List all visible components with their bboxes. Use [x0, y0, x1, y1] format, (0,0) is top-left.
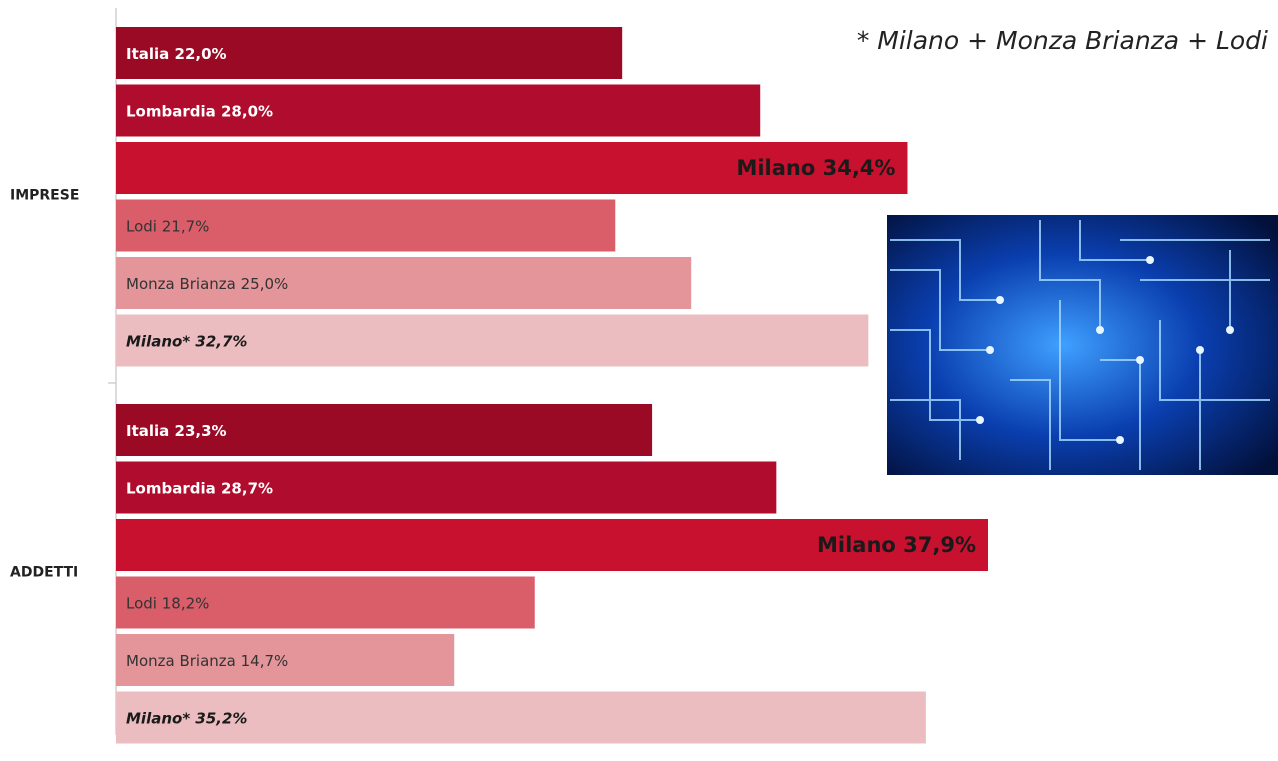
- bar-label: Lodi 18,2%: [126, 594, 209, 612]
- bar-label: Milano* 35,2%: [126, 709, 247, 727]
- value-label: 34,4%: [823, 156, 896, 180]
- value-label: 21,7%: [162, 217, 210, 235]
- bar: [116, 404, 653, 456]
- series-name: Lombardia: [126, 102, 216, 120]
- series-name: Milano*: [126, 709, 190, 727]
- bar: [116, 634, 455, 686]
- category-label: IMPRESE: [10, 188, 79, 204]
- bar: [116, 576, 535, 629]
- bar: [116, 691, 926, 744]
- bar: [116, 257, 692, 309]
- bar: [116, 84, 761, 137]
- bar: [116, 199, 616, 252]
- bar: [116, 27, 623, 79]
- bar: [116, 461, 777, 514]
- series-name: Lombardia: [126, 479, 216, 497]
- bar-label: Monza Brianza 14,7%: [126, 652, 288, 670]
- bar-label: Milano 34,4%: [736, 156, 895, 180]
- value-label: 32,7%: [195, 332, 247, 350]
- value-label: 14,7%: [241, 652, 289, 670]
- bar: [116, 314, 869, 367]
- value-label: 37,9%: [903, 533, 976, 557]
- series-name: Italia: [126, 45, 169, 63]
- value-label: 22,0%: [175, 45, 227, 63]
- value-label: 35,2%: [195, 709, 247, 727]
- bar-label: Lombardia 28,0%: [126, 102, 273, 120]
- bar-label: Lodi 21,7%: [126, 217, 209, 235]
- bar-label: Monza Brianza 25,0%: [126, 275, 288, 293]
- category-label: ADDETTI: [10, 565, 78, 581]
- value-label: 28,0%: [221, 102, 273, 120]
- series-name: Lodi: [126, 594, 157, 612]
- series-name: Monza Brianza: [126, 275, 236, 293]
- series-name: Milano*: [126, 332, 190, 350]
- bar: [116, 519, 988, 571]
- value-label: 28,7%: [221, 479, 273, 497]
- circuit-image: [887, 215, 1278, 475]
- bar-label: Milano* 32,7%: [126, 332, 247, 350]
- bar-label: Italia 23,3%: [126, 422, 227, 440]
- series-name: Lodi: [126, 217, 157, 235]
- series-name: Monza Brianza: [126, 652, 236, 670]
- bar-label: Italia 22,0%: [126, 45, 227, 63]
- bar-label: Lombardia 28,7%: [126, 479, 273, 497]
- value-label: 25,0%: [241, 275, 289, 293]
- value-label: 23,3%: [175, 422, 227, 440]
- series-name: Milano: [817, 533, 896, 557]
- value-label: 18,2%: [162, 594, 210, 612]
- series-name: Italia: [126, 422, 169, 440]
- bar-label: Milano 37,9%: [817, 533, 976, 557]
- annotation: * Milano + Monza Brianza + Lodi: [857, 26, 1268, 55]
- series-name: Milano: [736, 156, 815, 180]
- bar: [116, 142, 908, 194]
